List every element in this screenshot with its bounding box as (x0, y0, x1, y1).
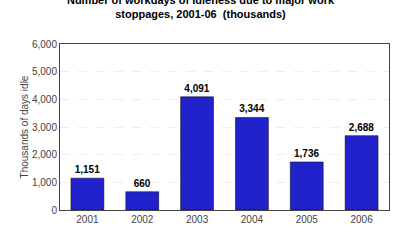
svg-text:2001: 2001 (76, 214, 99, 225)
svg-text:3,000: 3,000 (32, 122, 57, 133)
svg-text:6,000: 6,000 (32, 39, 57, 50)
svg-text:Thousands of days idle: Thousands of days idle (19, 75, 30, 178)
svg-text:4,091: 4,091 (184, 83, 209, 94)
svg-text:2002: 2002 (131, 214, 154, 225)
svg-text:2005: 2005 (296, 214, 319, 225)
svg-text:1,000: 1,000 (32, 177, 57, 188)
svg-text:2003: 2003 (186, 214, 209, 225)
svg-text:2,688: 2,688 (349, 122, 374, 133)
svg-text:2,000: 2,000 (32, 149, 57, 160)
svg-text:5,000: 5,000 (32, 66, 57, 77)
svg-text:0: 0 (51, 205, 57, 216)
svg-text:3,344: 3,344 (239, 103, 264, 114)
svg-text:4,000: 4,000 (32, 94, 57, 105)
svg-text:Number of workdays of idleness: Number of workdays of idleness due to ma… (67, 0, 335, 20)
svg-text:660: 660 (134, 178, 151, 189)
svg-text:2006: 2006 (350, 214, 373, 225)
svg-text:1,151: 1,151 (75, 164, 100, 175)
svg-text:1,736: 1,736 (294, 148, 319, 159)
svg-text:2004: 2004 (241, 214, 264, 225)
